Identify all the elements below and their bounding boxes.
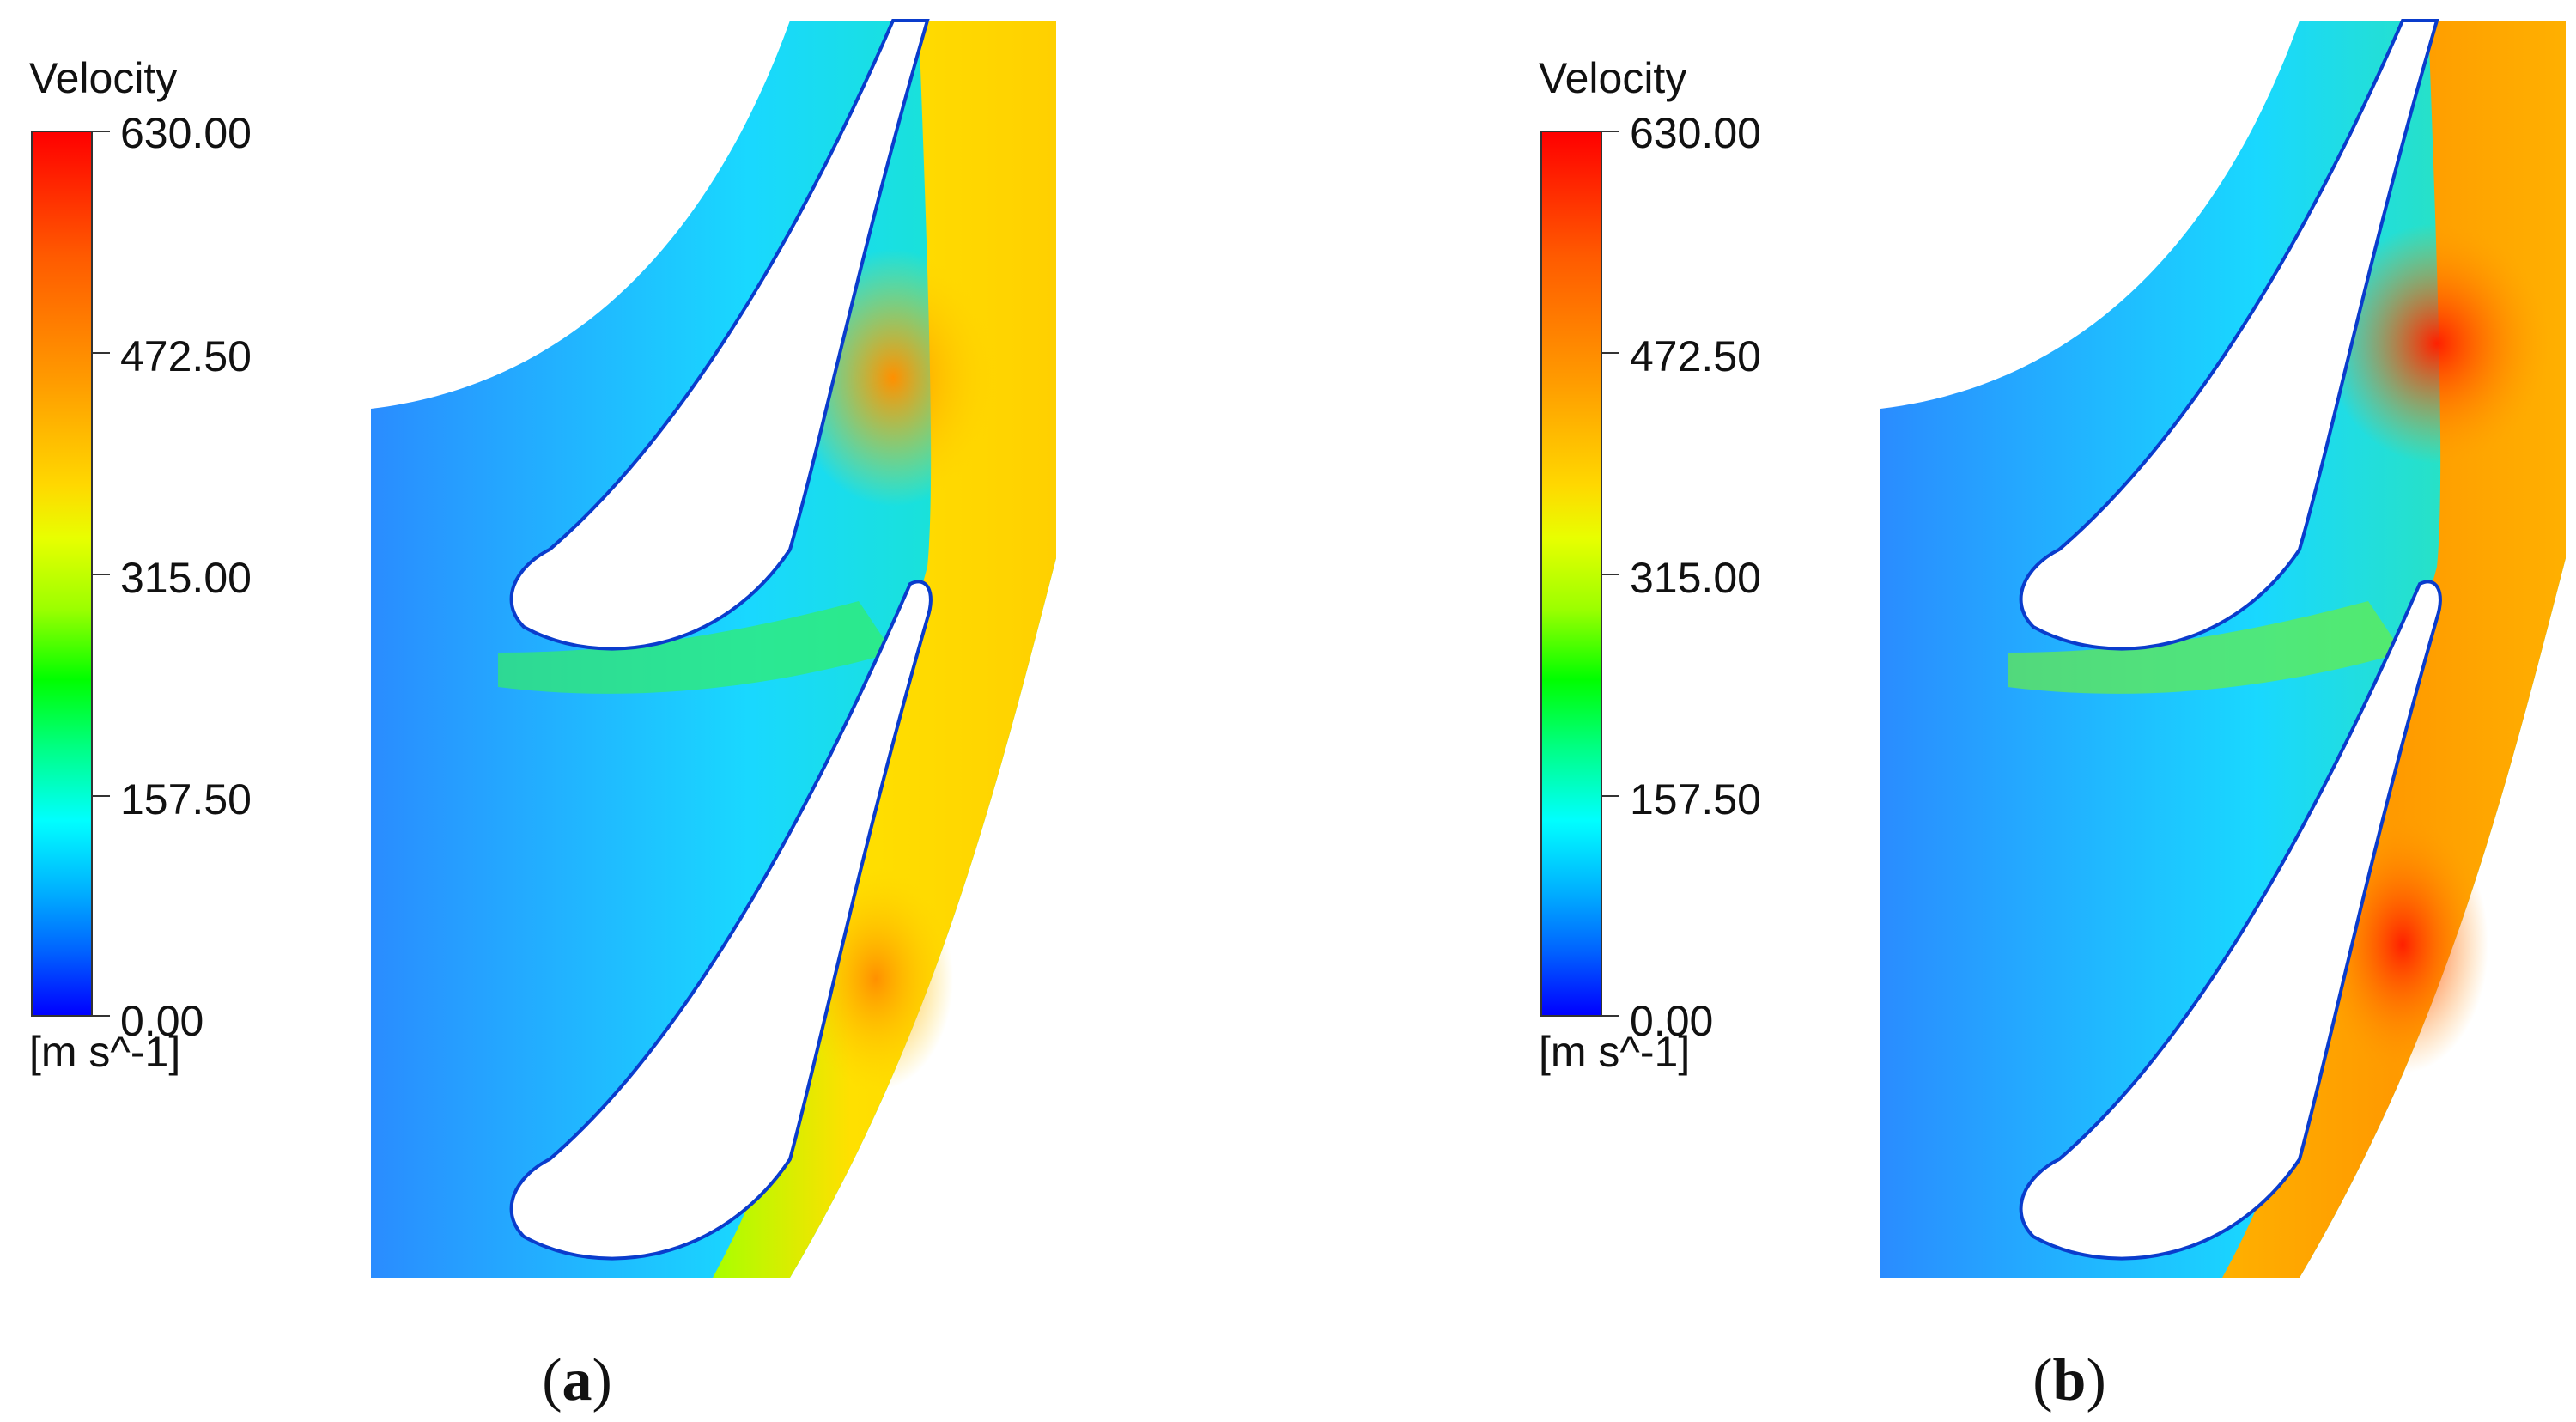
contour-panel-b: Velocity 630.00 472.50 315.00 157.50 0.0… xyxy=(1510,0,2576,1422)
tick-mark xyxy=(93,574,110,575)
blade-upper xyxy=(509,19,930,651)
velocity-contour-field xyxy=(371,19,1056,1278)
tick-label: 157.50 xyxy=(1630,775,1761,823)
tick-mark xyxy=(1602,352,1619,354)
tick-mark xyxy=(1602,795,1619,797)
legend-unit: [m s^-1] xyxy=(1539,1028,1691,1076)
tick-label: 315.00 xyxy=(1630,554,1761,602)
tick-label: 472.50 xyxy=(120,332,252,380)
high-velocity-zone xyxy=(2325,223,2549,464)
caption-a: (a) xyxy=(542,1347,612,1413)
channel-band xyxy=(498,601,893,694)
legend-title: Velocity xyxy=(29,54,178,102)
tick-mark xyxy=(93,352,110,354)
blade-lower xyxy=(509,580,933,1261)
legend-title: Velocity xyxy=(1539,54,1687,102)
legend-unit: [m s^-1] xyxy=(29,1028,181,1076)
tick-label-min: 0.00 xyxy=(1630,997,1714,1045)
tick-mark xyxy=(1602,131,1619,132)
tick-label: 157.50 xyxy=(120,775,252,823)
tick-mark xyxy=(93,1015,110,1017)
channel-band xyxy=(2008,601,2403,694)
tick-label-max: 630.00 xyxy=(120,109,252,157)
caption-b: (b) xyxy=(2032,1347,2106,1413)
tick-label-min: 0.00 xyxy=(120,997,204,1045)
tick-label-max: 630.00 xyxy=(1630,109,1761,157)
colorbar xyxy=(31,131,93,1017)
tick-label: 472.50 xyxy=(1630,332,1761,380)
colorbar xyxy=(1540,131,1602,1017)
tick-mark xyxy=(93,795,110,797)
tick-mark xyxy=(93,131,110,132)
tick-label: 315.00 xyxy=(120,554,252,602)
contour-panel-a: Velocity 630.00 472.50 315.00 157.50 0.0… xyxy=(29,19,1056,1413)
blade-lower xyxy=(2019,580,2442,1261)
blade-upper xyxy=(2019,19,2439,651)
tick-mark xyxy=(1602,574,1619,575)
velocity-contour-field xyxy=(1880,19,2566,1278)
tick-mark xyxy=(1602,1015,1619,1017)
